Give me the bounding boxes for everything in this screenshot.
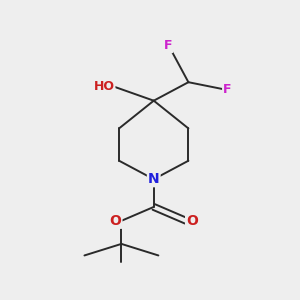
Text: HO: HO xyxy=(94,80,115,93)
Text: F: F xyxy=(164,39,172,52)
Text: F: F xyxy=(223,82,232,96)
Text: N: N xyxy=(148,172,160,186)
Text: O: O xyxy=(186,214,198,228)
Text: O: O xyxy=(110,214,122,228)
